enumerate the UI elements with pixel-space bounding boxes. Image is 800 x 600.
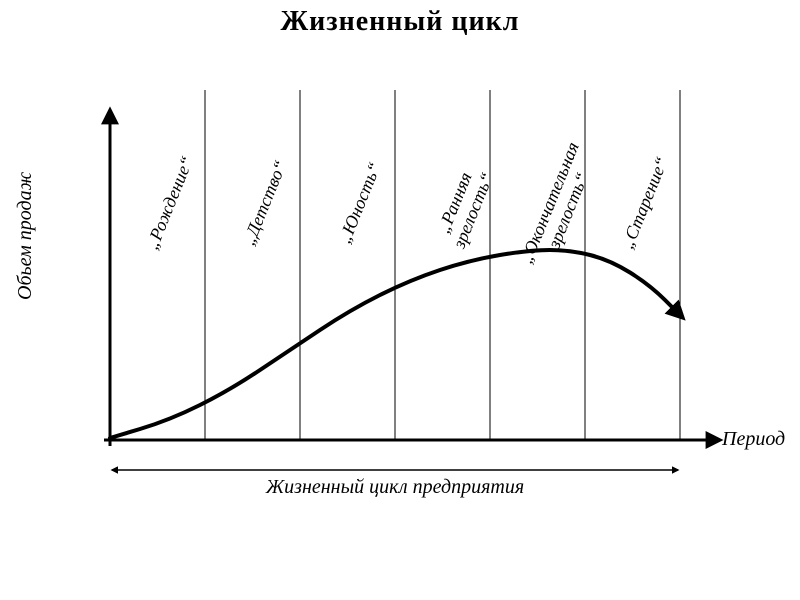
stage-label: „Старение“ (617, 154, 672, 252)
stage-label: „Ранняязрелость“ (430, 162, 497, 252)
svg-text:„Юность“: „Юность“ (334, 159, 385, 246)
chart-area: „Рождение“ „Детство“ „Юность“ „Ранняязрелос… (50, 70, 770, 530)
svg-text:„Детство“: „Детство“ (238, 157, 290, 248)
page-title: Жизненный цикл (0, 6, 800, 38)
bottom-caption: Жизненный цикл предприятия (205, 476, 585, 499)
svg-text:„Старение“: „Старение“ (617, 154, 672, 252)
stage-label: „Юность“ (334, 159, 385, 246)
y-axis-label: Обьем продаж (14, 172, 37, 300)
x-axis-label: Период (722, 428, 785, 451)
stage-label: „Детство“ (238, 157, 290, 248)
stage-label: „Рождение“ (142, 153, 198, 252)
svg-text:„Рождение“: „Рождение“ (142, 153, 198, 252)
